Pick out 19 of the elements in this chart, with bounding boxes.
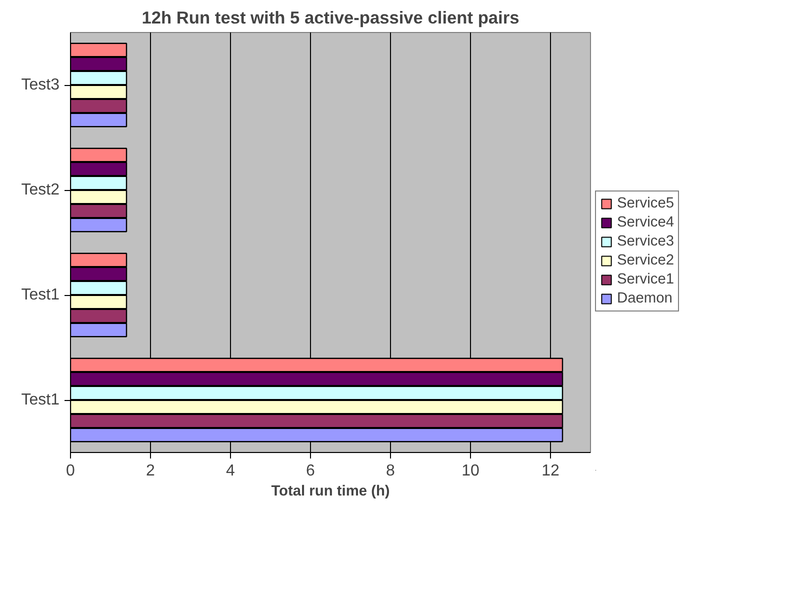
x-tick-label: 8 (386, 462, 396, 480)
y-tick-label: Test1 (21, 286, 60, 304)
y-tick-label: Test1 (21, 392, 60, 408)
y-tick-label: Test2 (21, 182, 60, 198)
legend-label: Daemon (617, 290, 672, 306)
x-tick-label: 4 (226, 462, 236, 480)
legend-label: Service1 (617, 272, 674, 288)
legend-label: Service4 (617, 214, 674, 230)
x-tick-label: 6 (306, 462, 316, 480)
legend-label: Service3 (617, 234, 674, 250)
legend-label: Service2 (617, 252, 674, 268)
x-tick-label: 0 (66, 462, 76, 480)
chart-title: 12h Run test with 5 active-passive client pairs (142, 8, 520, 28)
x-tick-label: 12 (542, 462, 560, 480)
x-axis-title: Total run time (h) (271, 484, 390, 500)
x-tick-label: 10 (462, 462, 480, 480)
x-tick-label: 2 (146, 462, 156, 480)
legend-label: Service5 (617, 196, 674, 212)
y-tick-label: Test3 (21, 76, 60, 94)
